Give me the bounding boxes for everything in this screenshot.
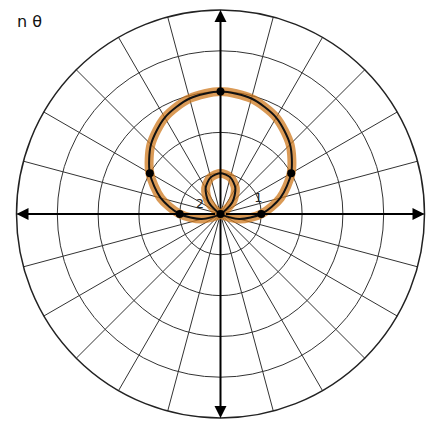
svg-text:n θ: n θ	[17, 12, 42, 31]
svg-text:1: 1	[254, 190, 262, 205]
svg-text:2: 2	[196, 196, 204, 211]
